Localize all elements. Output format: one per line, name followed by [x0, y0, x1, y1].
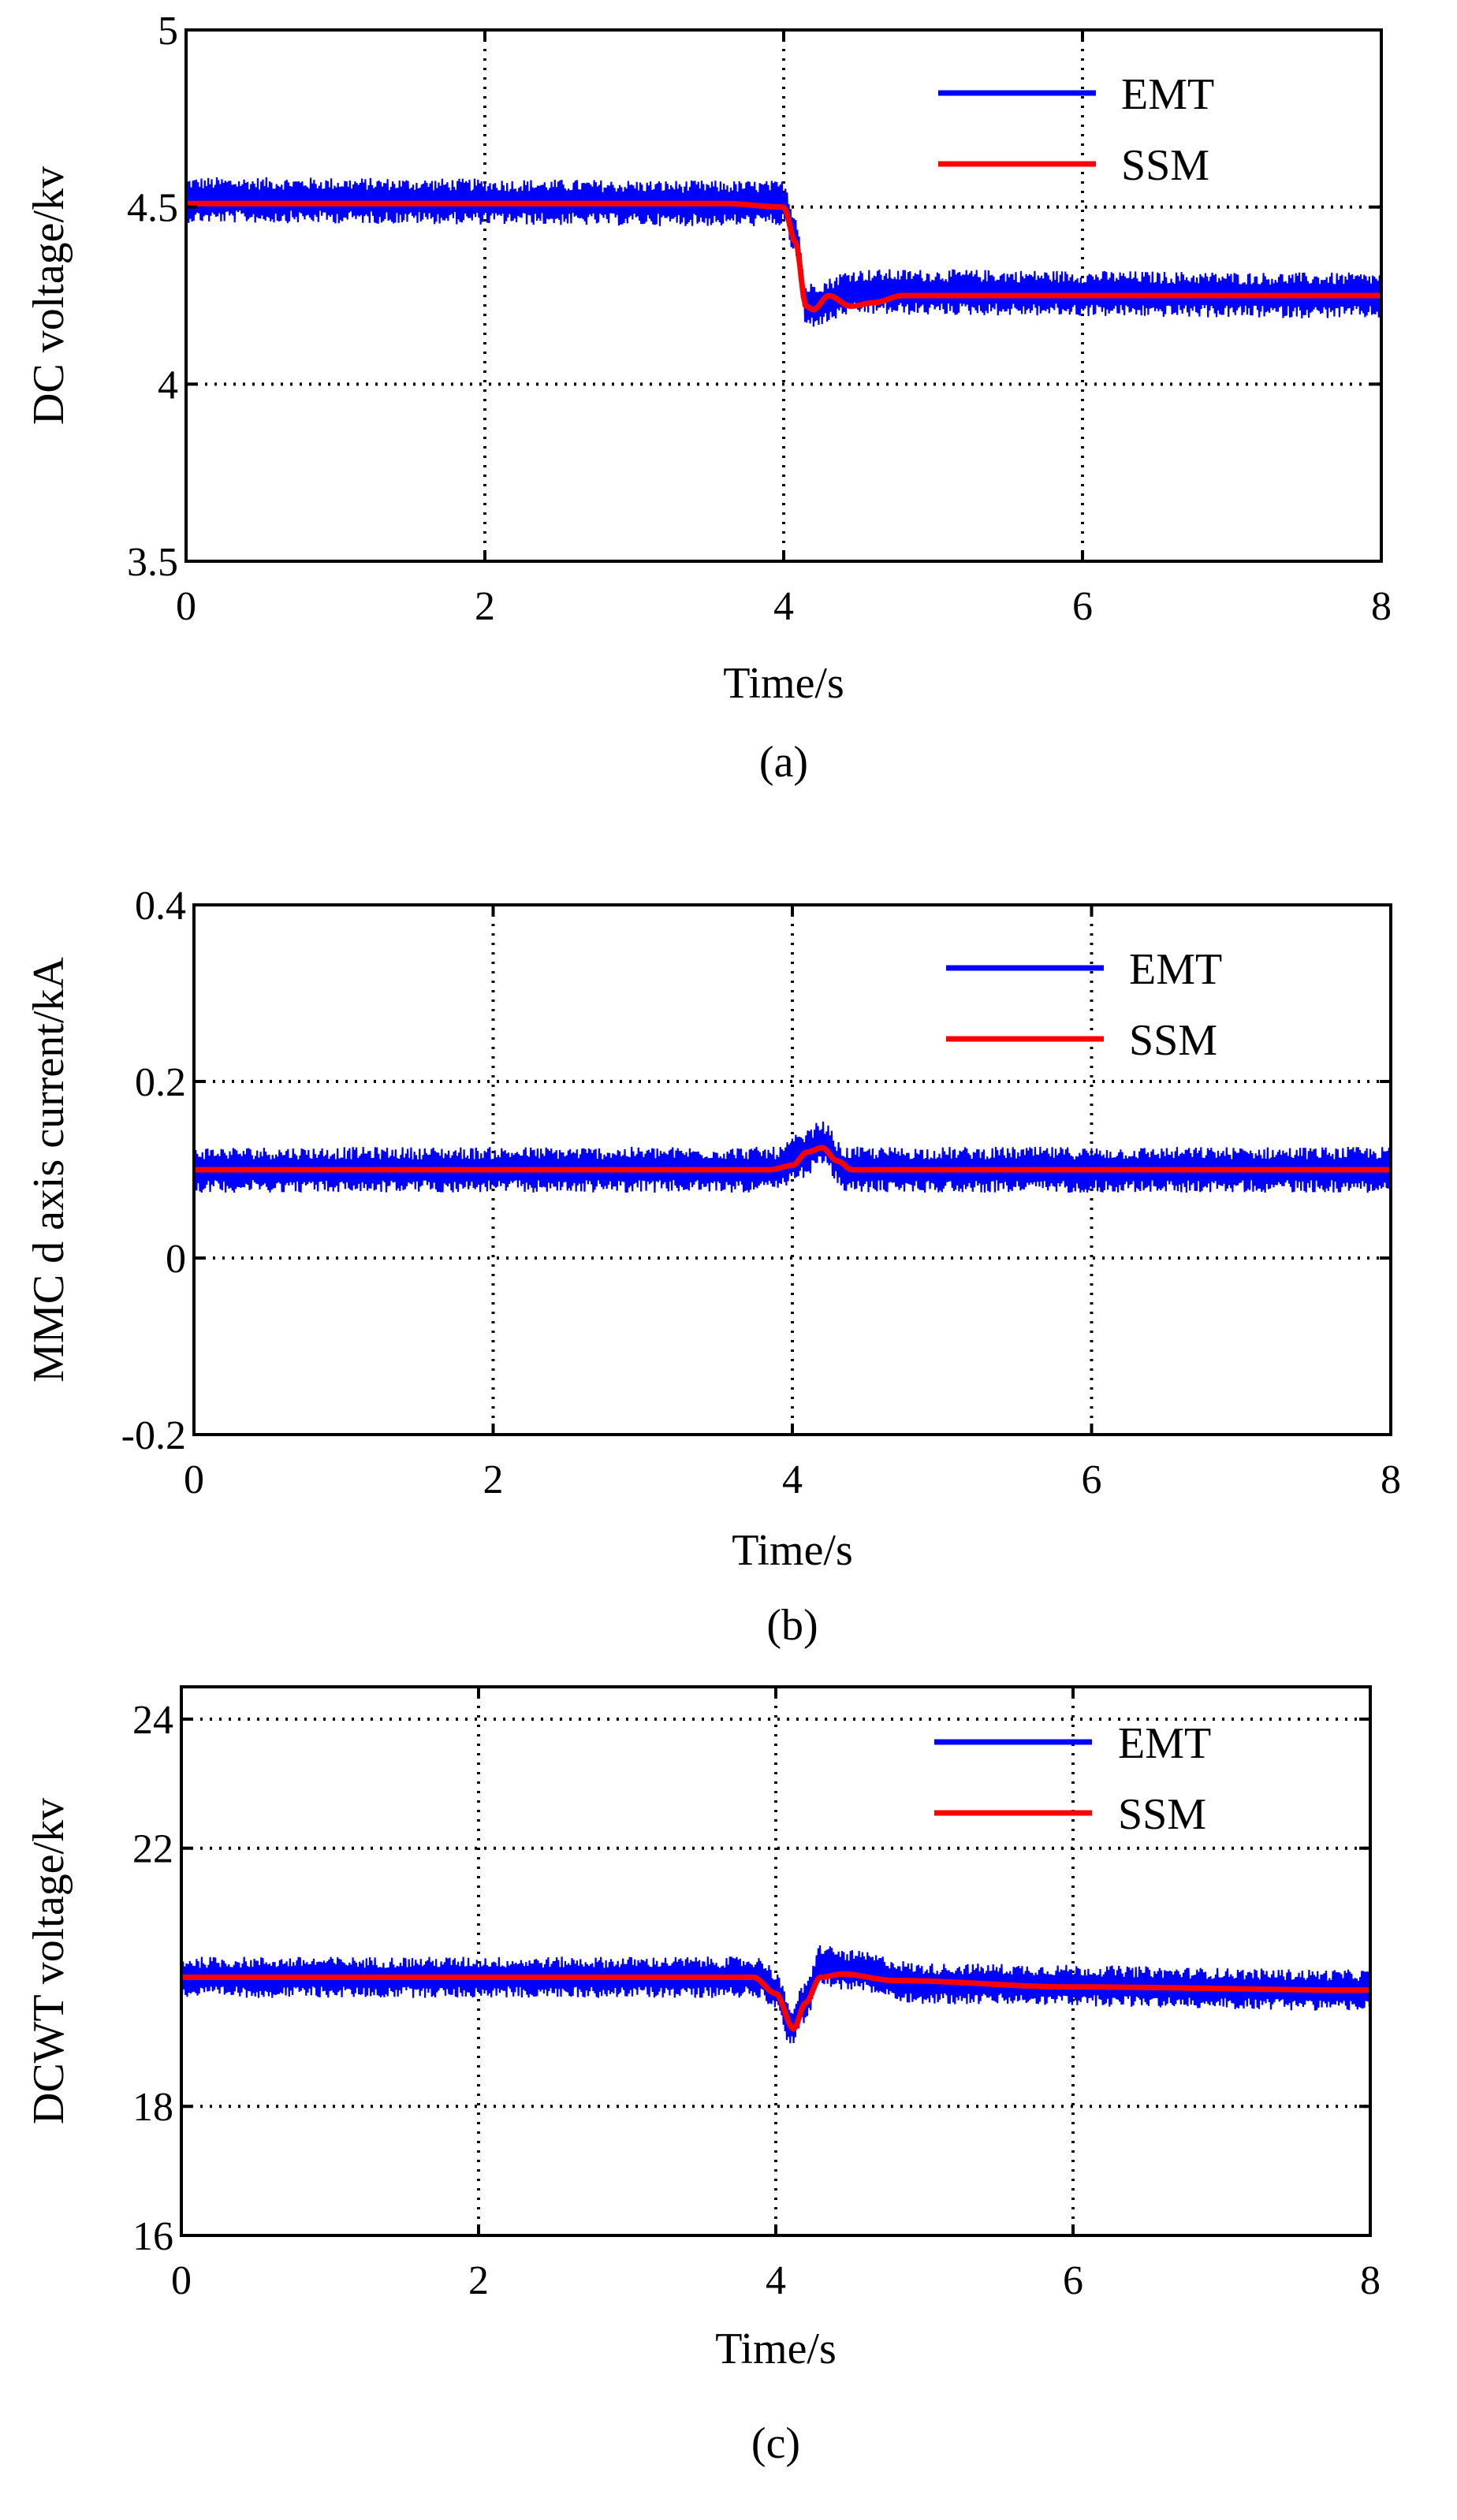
x-tick-label: 8 [1371, 584, 1392, 629]
series-line-ssm [186, 200, 1381, 313]
plot-area-a: 0 2 4 6 8 3.5 4 4.5 5 EMT SSM [127, 9, 1392, 629]
y-tick-label: 0 [166, 1237, 186, 1282]
legend-label-ssm: SSM [1129, 1016, 1217, 1065]
y-tick-label: 3.5 [127, 540, 178, 585]
x-tick-label: 2 [475, 584, 495, 629]
series-group [181, 1945, 1370, 2044]
series-group [186, 177, 1381, 327]
y-axis-title: MMC d axis current/kA [24, 957, 73, 1383]
panel-a: 0 2 4 6 8 3.5 4 4.5 5 EMT SSM Time/s DC voltage/kv… [24, 9, 1392, 787]
legend-label-emt: EMT [1118, 1719, 1211, 1768]
legend-label-emt: EMT [1121, 70, 1214, 119]
series-line-emt [194, 1121, 1391, 1193]
y-axis-title: DC voltage/kv [24, 166, 73, 425]
x-tick-label: 6 [1063, 2258, 1083, 2303]
x-tick-label: 0 [176, 584, 196, 629]
x-tick-label: 0 [171, 2258, 192, 2303]
y-tick-label: 4.5 [127, 186, 178, 231]
y-tick-label: 22 [132, 1827, 173, 1872]
panel-caption: (a) [759, 738, 808, 787]
y-tick-label: 24 [132, 1698, 173, 1743]
x-tick-label: 8 [1360, 2258, 1381, 2303]
x-tick-label: 2 [468, 2258, 489, 2303]
series-line-emt [186, 177, 1381, 327]
x-axis-title: Time/s [732, 1526, 853, 1575]
series-line-emt [181, 1945, 1370, 2044]
y-tick-label: -0.2 [121, 1413, 186, 1458]
y-tick-label: 18 [132, 2085, 173, 2130]
legend-label-ssm: SSM [1118, 1790, 1206, 1839]
y-tick-label: 0.2 [135, 1060, 186, 1105]
x-axis-title: Time/s [715, 2325, 837, 2373]
x-tick-label: 6 [1082, 1457, 1102, 1502]
y-axis-title: DCWT voltage/kv [24, 1798, 73, 2124]
panel-caption: (b) [766, 1601, 818, 1650]
x-tick-label: 0 [184, 1457, 204, 1502]
x-tick-label: 2 [483, 1457, 504, 1502]
y-tick-label: 16 [132, 2214, 173, 2259]
series-group [194, 1121, 1391, 1193]
y-tick-label: 0.4 [135, 884, 186, 929]
x-tick-label: 4 [782, 1457, 803, 1502]
x-tick-label: 4 [773, 584, 794, 629]
x-tick-label: 6 [1072, 584, 1093, 629]
x-tick-label: 8 [1381, 1457, 1401, 1502]
series-line-ssm [194, 1145, 1391, 1173]
x-tick-label: 4 [766, 2258, 786, 2303]
panel-caption: (c) [751, 2419, 800, 2468]
y-tick-label: 5 [158, 9, 178, 54]
x-axis-title: Time/s [723, 659, 844, 708]
legend-label-ssm: SSM [1121, 141, 1209, 190]
legend-label-emt: EMT [1129, 945, 1222, 994]
y-tick-label: 4 [158, 363, 178, 408]
series-line-ssm [181, 1971, 1370, 2032]
